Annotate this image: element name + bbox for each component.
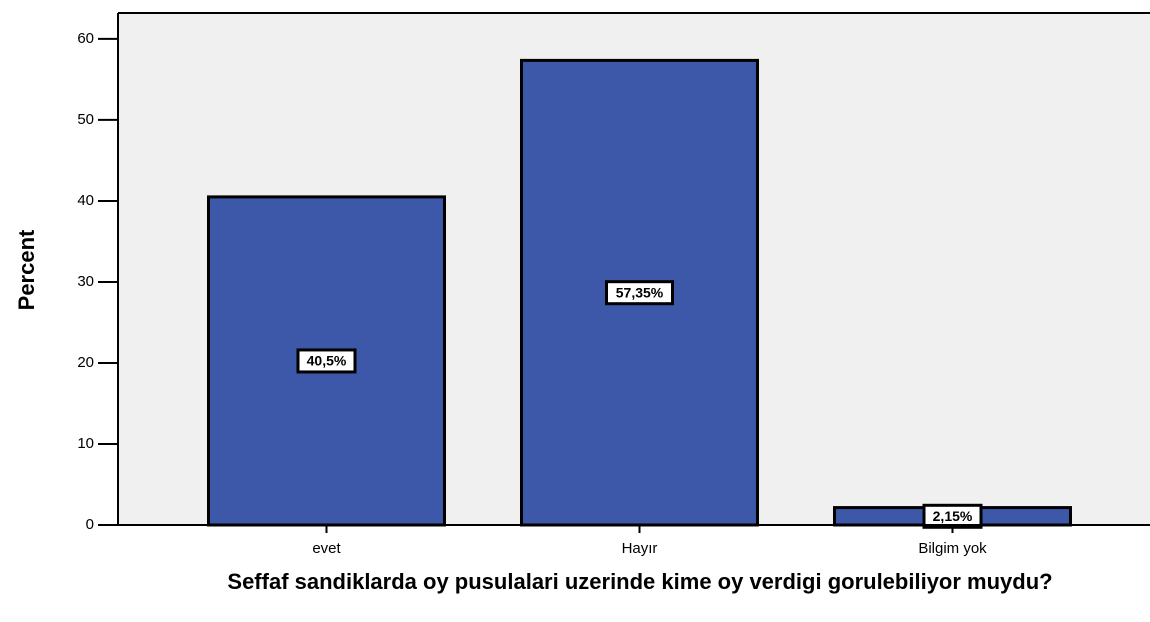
value-label-box bbox=[296, 348, 357, 374]
value-label-box bbox=[922, 503, 983, 529]
y-tick-label: 50 bbox=[77, 111, 94, 128]
y-tick-label: 10 bbox=[77, 435, 94, 452]
y-tick-label: 20 bbox=[77, 354, 94, 371]
y-tick-label: 40 bbox=[77, 192, 94, 209]
y-tick-label: 30 bbox=[77, 273, 94, 290]
value-label-box bbox=[605, 280, 674, 306]
y-tick-label: 60 bbox=[77, 30, 94, 47]
y-axis-label: Percent bbox=[14, 229, 39, 310]
value-label: 2,15% bbox=[933, 508, 973, 524]
value-label: 57,35% bbox=[616, 284, 664, 300]
x-tick-label: Hayır bbox=[622, 540, 658, 557]
y-tick-label: 0 bbox=[86, 516, 94, 533]
x-tick-label: evet bbox=[312, 540, 341, 557]
x-axis-label: Seffaf sandiklarda oy pusulalari uzerind… bbox=[227, 569, 1053, 594]
x-tick-label: Bilgim yok bbox=[918, 540, 987, 557]
value-label: 40,5% bbox=[307, 353, 347, 369]
